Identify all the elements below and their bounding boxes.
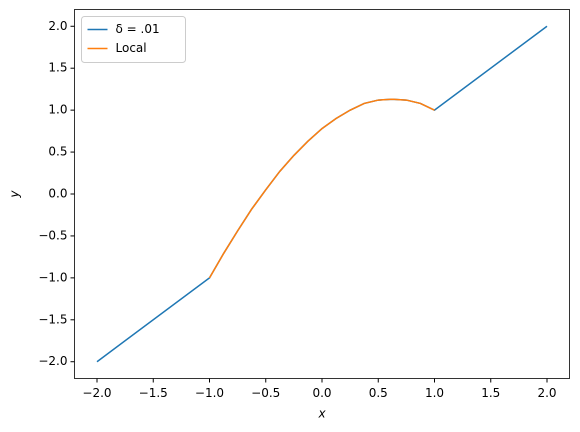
y-tick-label: −1.0 [38, 270, 67, 284]
x-tick-label: −1.5 [139, 386, 168, 400]
y-tick-label: −2.0 [38, 354, 67, 368]
plot-frame [74, 9, 570, 379]
x-tick-label: 1.5 [481, 386, 500, 400]
y-tick-label: −1.5 [38, 312, 67, 326]
line [96, 25, 548, 363]
x-tick-label: 2.0 [537, 386, 556, 400]
x-tick-label: 0.0 [312, 386, 331, 400]
y-tick-label: 2.0 [48, 19, 67, 33]
x-tick-label: −1.0 [195, 386, 224, 400]
x-tick-label: −2.0 [82, 386, 111, 400]
x-axis-label: x [317, 407, 326, 421]
y-tick-label: 0.5 [48, 145, 67, 159]
x-tick-label: −0.5 [251, 386, 280, 400]
line [208, 98, 435, 279]
y-tick-label: 1.0 [48, 103, 67, 117]
y-tick-label: −0.5 [38, 228, 67, 242]
x-tick-label: 0.5 [369, 386, 388, 400]
x-tick-label: 1.0 [425, 386, 444, 400]
y-axis-label: y [8, 190, 22, 199]
y-tick-label: 0.0 [48, 187, 67, 201]
legend-label: δ = .01 [116, 22, 160, 36]
legend-label: Local [116, 41, 147, 55]
y-tick-label: 1.5 [48, 61, 67, 75]
legend-box [81, 16, 186, 63]
